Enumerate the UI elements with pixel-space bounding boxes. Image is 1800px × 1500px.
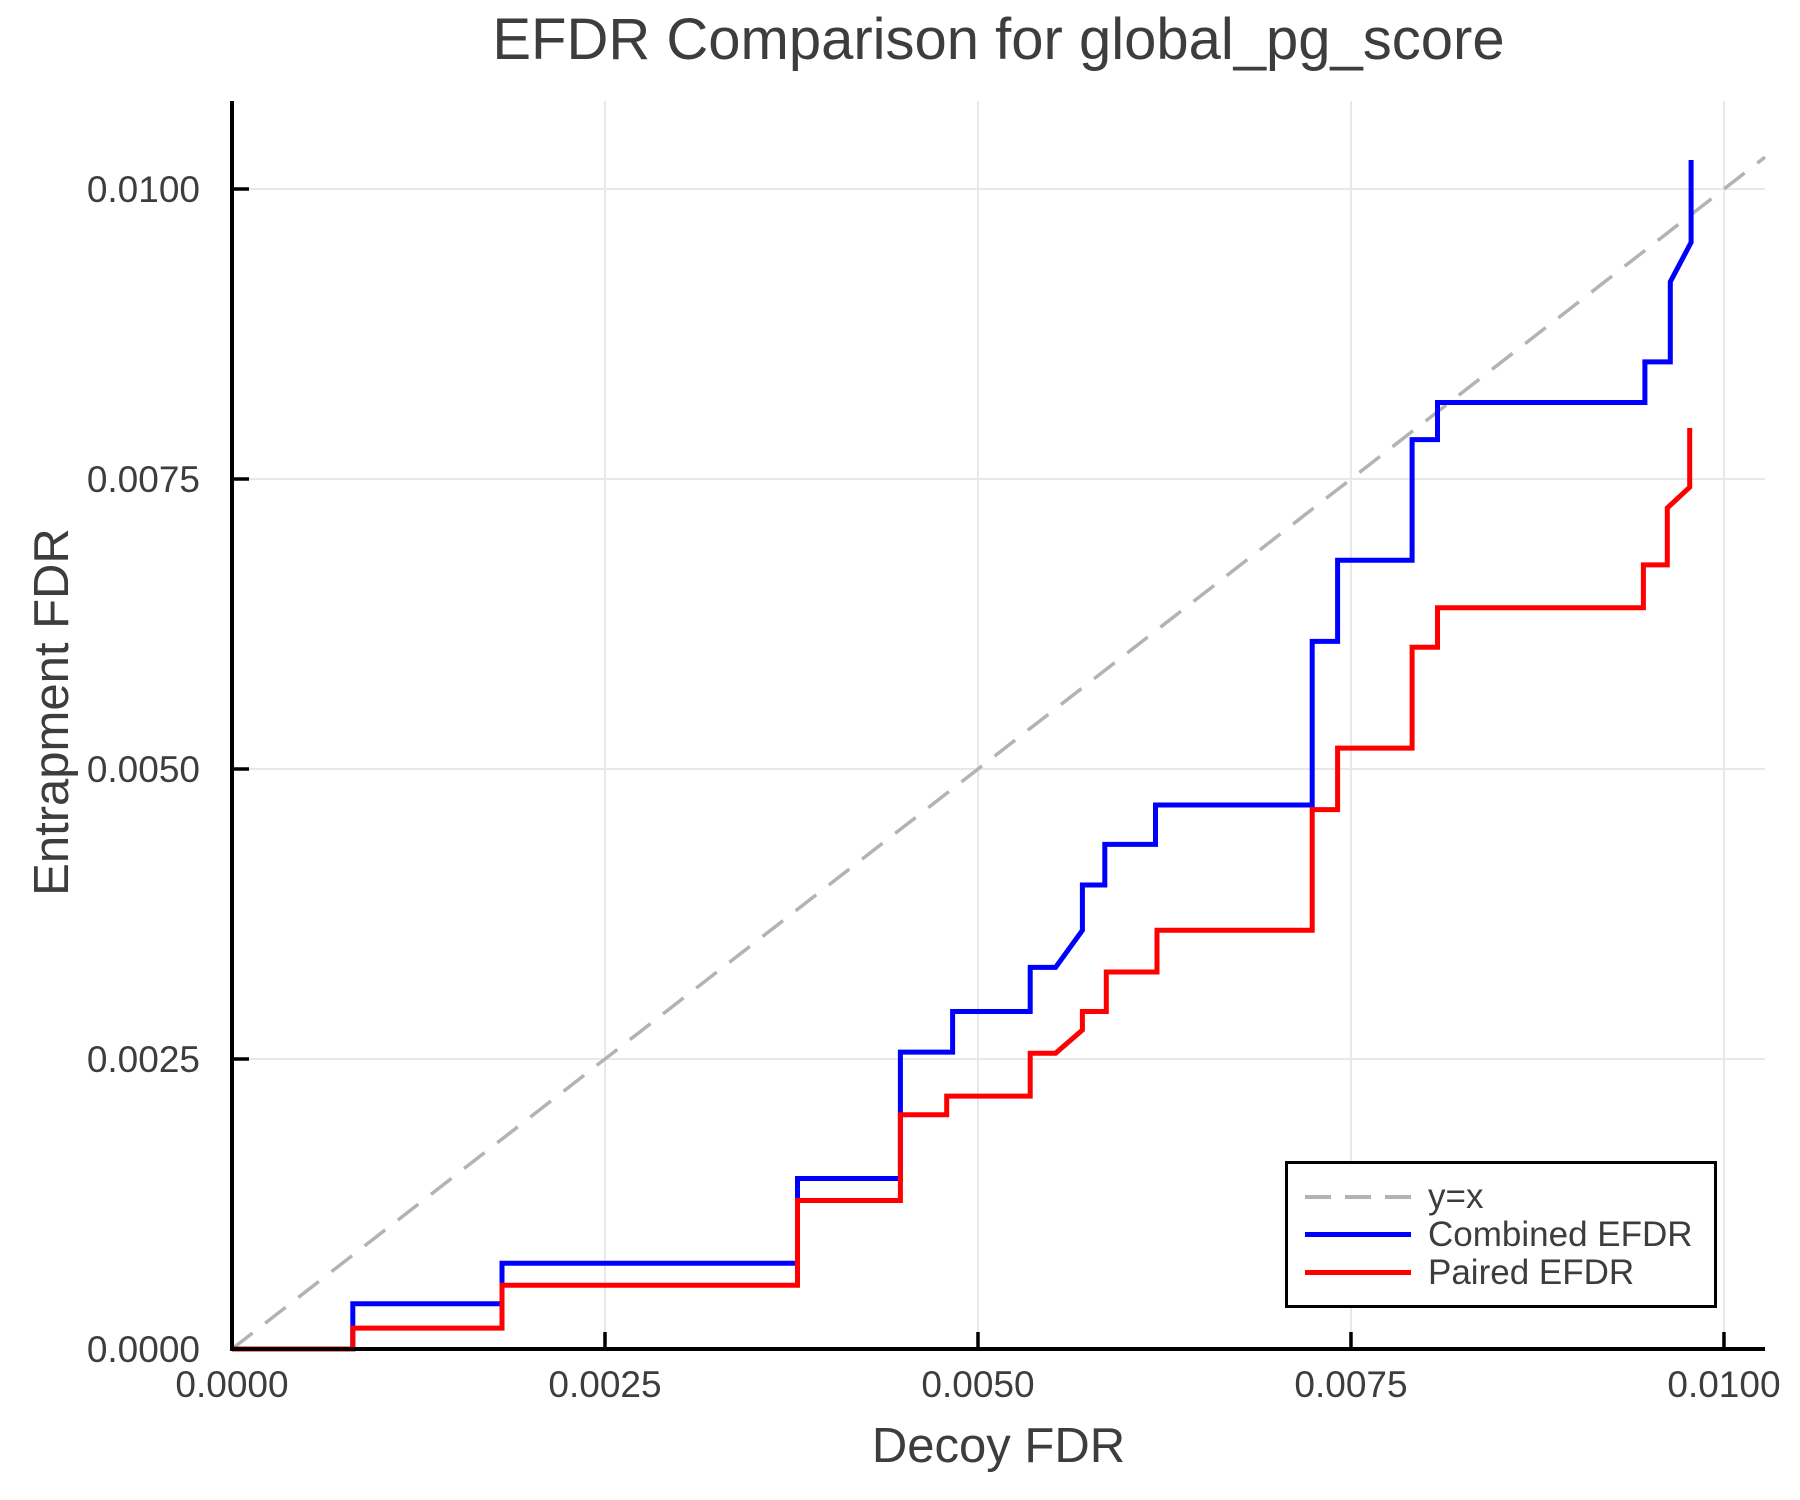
x-tick-label: 0.0075 xyxy=(1294,1364,1407,1405)
reference-line-y-equals-x xyxy=(230,155,1767,1351)
legend-item-paired: Paired EFDR xyxy=(1305,1252,1714,1292)
x-tick-label: 0.0000 xyxy=(175,1364,288,1405)
legend-box: y=x Combined EFDR Paired EFDR xyxy=(1285,1161,1717,1308)
y-tick-label: 0.0025 xyxy=(87,1039,200,1080)
x-tick-label: 0.0100 xyxy=(1667,1364,1780,1405)
legend-label-paired: Paired EFDR xyxy=(1428,1252,1635,1292)
y-tick-label: 0.0050 xyxy=(87,749,200,790)
legend-label-combined: Combined EFDR xyxy=(1428,1214,1693,1254)
y-tick-label: 0.0000 xyxy=(87,1329,200,1370)
x-tick-label: 0.0050 xyxy=(921,1364,1034,1405)
legend-combined-sample xyxy=(1305,1232,1411,1237)
legend-item-combined: Combined EFDR xyxy=(1305,1214,1714,1254)
legend-paired-sample xyxy=(1305,1270,1411,1275)
x-tick-label: 0.0025 xyxy=(548,1364,661,1405)
paired-efdr-line xyxy=(232,428,1693,1352)
y-tick-label: 0.0100 xyxy=(87,169,200,210)
x-axis-label: Decoy FDR xyxy=(871,1419,1126,1473)
legend-label-reference: y=x xyxy=(1428,1176,1484,1216)
legend-item-reference: y=x xyxy=(1305,1176,1714,1216)
y-tick-label: 0.0075 xyxy=(87,459,200,500)
legend-dash-sample xyxy=(1305,1194,1411,1199)
chart-title: EFDR Comparison for global_pg_score xyxy=(492,7,1505,72)
